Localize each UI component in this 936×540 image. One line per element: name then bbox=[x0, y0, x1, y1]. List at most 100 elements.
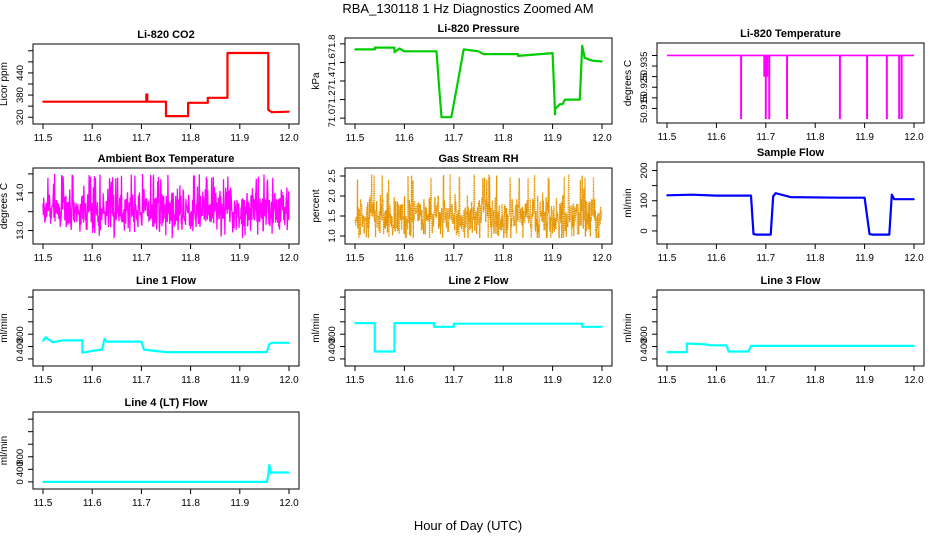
data-point bbox=[554, 108, 556, 110]
x-tick-label: 11.5 bbox=[34, 498, 53, 509]
data-point bbox=[727, 350, 730, 353]
x-tick-label: 11.9 bbox=[855, 375, 874, 386]
x-tick-label: 11.9 bbox=[543, 375, 562, 386]
y-tick-label: 800 bbox=[327, 326, 338, 342]
data-point bbox=[453, 325, 455, 328]
data-point bbox=[393, 322, 396, 324]
x-tick-label: 12.0 bbox=[279, 253, 299, 264]
y-tick-label: 0 bbox=[15, 356, 26, 361]
data-point bbox=[453, 322, 455, 325]
y-tick-label: 0 bbox=[327, 356, 338, 361]
series-line bbox=[43, 463, 289, 483]
panel-4: Gas Stream RH percent 1.0 1.5 2.0 2.5 11.5 11.6… bbox=[311, 153, 613, 264]
data-point bbox=[373, 322, 376, 324]
panel-title: Line 3 Flow bbox=[761, 275, 821, 287]
data-point bbox=[226, 52, 229, 54]
y-tick-label: 50.915 bbox=[639, 94, 650, 123]
x-tick-label: 12.0 bbox=[904, 132, 924, 143]
data-point bbox=[705, 343, 708, 346]
x-tick-label: 12.0 bbox=[904, 253, 924, 264]
data-point bbox=[52, 341, 54, 344]
x-tick-label: 11.6 bbox=[707, 132, 726, 143]
y-tick-label: 71.4 bbox=[327, 72, 338, 91]
data-point bbox=[81, 351, 84, 354]
data-point bbox=[561, 103, 564, 106]
x-tick-label: 11.8 bbox=[181, 133, 200, 144]
data-point bbox=[433, 322, 435, 324]
x-tick-label: 11.8 bbox=[806, 132, 825, 143]
data-point bbox=[270, 342, 273, 344]
x-tick-label: 11.6 bbox=[395, 133, 414, 144]
data-point bbox=[268, 464, 271, 466]
data-point bbox=[440, 116, 443, 119]
y-tick-label: 71.6 bbox=[327, 53, 338, 72]
panel-title: Ambient Box Temperature bbox=[98, 153, 235, 165]
data-point bbox=[373, 350, 376, 353]
y-tick-label: 400 bbox=[639, 339, 650, 355]
data-point bbox=[373, 46, 376, 49]
data-point bbox=[267, 109, 270, 111]
data-point bbox=[477, 50, 480, 53]
y-axis-label: degrees C bbox=[623, 60, 634, 106]
data-point bbox=[769, 233, 772, 236]
x-tick-label: 12.0 bbox=[592, 375, 612, 386]
data-point bbox=[61, 339, 64, 342]
x-tick-label: 11.8 bbox=[806, 375, 825, 386]
data-point bbox=[288, 471, 290, 474]
y-tick-label: 800 bbox=[639, 326, 650, 342]
data-point bbox=[715, 194, 718, 197]
x-tick-label: 11.7 bbox=[132, 253, 151, 264]
data-point bbox=[839, 196, 841, 199]
x-tick-label: 11.9 bbox=[543, 253, 562, 264]
data-point bbox=[403, 50, 406, 53]
data-point bbox=[403, 322, 406, 324]
y-tick-label: 400 bbox=[15, 461, 26, 477]
y-tick-label: 71.0 bbox=[327, 109, 338, 128]
series-line bbox=[666, 192, 914, 236]
y-tick-label: 200 bbox=[639, 163, 650, 179]
series-line bbox=[354, 174, 603, 239]
panel-frame bbox=[656, 42, 925, 124]
x-tick-label: 11.6 bbox=[395, 253, 414, 264]
x-tick-label: 12.0 bbox=[279, 133, 299, 144]
data-point bbox=[581, 322, 584, 325]
data-point bbox=[539, 53, 542, 55]
series-line bbox=[667, 342, 914, 354]
data-point bbox=[750, 194, 752, 197]
data-point bbox=[103, 338, 106, 340]
data-point bbox=[482, 53, 485, 55]
panel-frame bbox=[344, 289, 613, 367]
x-tick-label: 11.9 bbox=[230, 253, 249, 264]
data-point bbox=[266, 481, 268, 483]
x-tick-label: 11.7 bbox=[756, 375, 775, 386]
data-point bbox=[393, 51, 396, 54]
panel-0: Li-820 CO2 Licor ppm 320 380 440 11.5 11.6 11.7… bbox=[0, 29, 300, 144]
x-tick-label: 11.8 bbox=[181, 498, 200, 509]
data-point bbox=[554, 113, 556, 116]
x-tick-label: 11.7 bbox=[444, 375, 463, 386]
series-line bbox=[355, 322, 602, 353]
y-axis-label: degrees C bbox=[0, 183, 10, 229]
x-tick-label: 11.5 bbox=[346, 133, 365, 144]
x-tick-label: 11.9 bbox=[230, 133, 249, 144]
data-point bbox=[581, 325, 584, 328]
y-tick-label: 71.2 bbox=[327, 90, 338, 109]
x-tick-label: 11.5 bbox=[34, 133, 53, 144]
data-point bbox=[559, 103, 561, 106]
panel-frame bbox=[32, 167, 300, 245]
data-point bbox=[354, 322, 356, 324]
data-point bbox=[373, 48, 376, 51]
x-tick-label: 11.8 bbox=[494, 133, 513, 144]
data-point bbox=[747, 350, 750, 353]
data-point bbox=[438, 84, 440, 87]
y-tick-label: 2.5 bbox=[327, 169, 338, 182]
data-point bbox=[462, 48, 465, 51]
x-tick-label: 11.8 bbox=[181, 253, 200, 264]
x-tick-label: 12.0 bbox=[592, 253, 612, 264]
x-tick-label: 11.8 bbox=[181, 375, 200, 386]
data-point bbox=[685, 351, 688, 353]
data-point bbox=[893, 198, 896, 201]
